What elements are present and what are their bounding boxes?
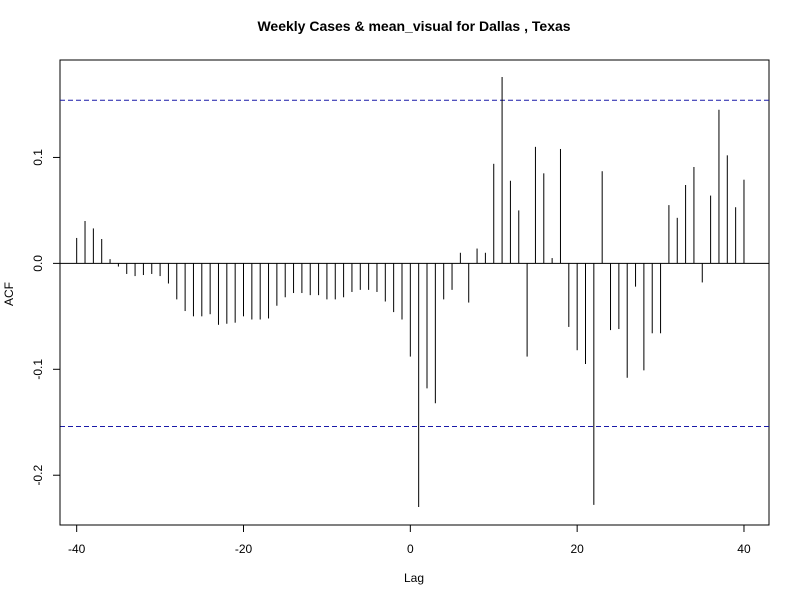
x-tick-label: 0 <box>407 542 414 556</box>
x-tick-label: 40 <box>737 542 751 556</box>
y-axis-label: ACF <box>2 282 16 306</box>
y-tick-label: -0.1 <box>31 359 45 380</box>
plot-frame <box>59 59 770 526</box>
y-tick-label: 0.0 <box>31 255 45 272</box>
y-tick-label: -0.2 <box>31 465 45 486</box>
x-tick-label: -40 <box>68 542 86 556</box>
y-tick-label: 0.1 <box>31 149 45 166</box>
x-tick-label: 20 <box>570 542 584 556</box>
x-tick-label: -20 <box>235 542 253 556</box>
chart-title: Weekly Cases & mean_visual for Dallas , … <box>257 18 570 34</box>
x-axis-label: Lag <box>404 571 424 585</box>
